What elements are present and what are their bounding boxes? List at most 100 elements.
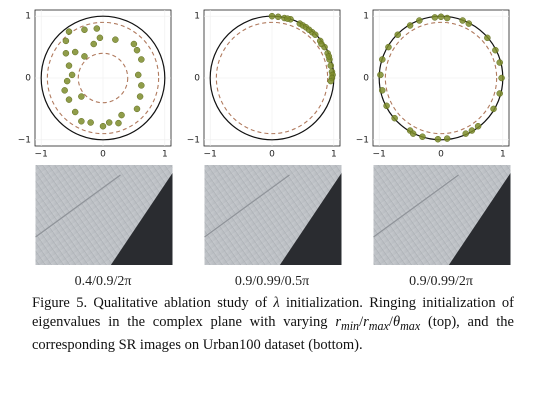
figure: −1 0 1 1 0 −1 0.4/0.9/2π −1 0 1 1 0 −1 0.9/0.99/0.5π −…	[18, 9, 511, 289]
point	[312, 31, 319, 38]
x-tick-label: 1	[162, 150, 168, 160]
point	[379, 87, 386, 94]
point	[465, 20, 473, 27]
point	[377, 71, 384, 79]
point	[325, 53, 333, 60]
x-tick-label: 1	[500, 150, 506, 160]
y-tick-label: 1	[194, 12, 200, 22]
point	[62, 37, 70, 45]
y-tick-label: 1	[25, 12, 31, 22]
point	[71, 48, 79, 56]
panel-label: 0.4/0.9/2π	[75, 274, 132, 289]
ring	[384, 21, 498, 135]
point	[385, 43, 392, 51]
sr-image-shadow	[448, 173, 511, 265]
y-tick-label: −1	[187, 135, 200, 145]
sr-image-edge	[373, 174, 459, 238]
point	[105, 119, 113, 126]
point	[434, 135, 442, 143]
point	[99, 122, 107, 130]
point	[490, 105, 497, 113]
point	[133, 46, 141, 54]
unit-circle	[40, 15, 166, 141]
y-tick-label: −1	[356, 135, 369, 145]
panel-label: 0.9/0.99/0.5π	[235, 274, 309, 289]
point	[406, 22, 414, 29]
point	[459, 17, 466, 24]
point	[409, 130, 417, 137]
point	[81, 53, 88, 60]
point	[65, 28, 73, 35]
panel-label: 0.9/0.99/2π	[409, 274, 473, 289]
point	[138, 82, 145, 89]
y-tick-label: 0	[363, 74, 369, 84]
point	[63, 77, 71, 85]
point	[112, 36, 119, 43]
point	[130, 40, 138, 48]
sr-image-edge	[204, 174, 290, 238]
point	[462, 130, 469, 137]
point	[136, 93, 144, 100]
point	[492, 46, 499, 54]
point	[81, 26, 88, 34]
point	[394, 31, 401, 38]
y-tick-label: 0	[194, 74, 200, 84]
point	[90, 40, 97, 48]
point	[327, 62, 334, 69]
sr-image-edge	[35, 174, 121, 238]
point	[443, 14, 451, 22]
point	[71, 108, 79, 116]
point	[468, 127, 476, 134]
sr-image-shadow	[110, 173, 173, 265]
point	[87, 119, 94, 126]
sr-image-shadow	[279, 173, 342, 265]
point	[419, 133, 426, 140]
point	[115, 119, 122, 127]
point	[134, 71, 142, 79]
point	[431, 14, 439, 21]
point	[78, 118, 85, 125]
point	[138, 56, 145, 63]
point	[383, 102, 390, 110]
point	[327, 77, 334, 85]
point	[78, 93, 85, 100]
caption: Figure 5. Qualitative ablation study of …	[32, 295, 514, 353]
ring	[215, 21, 329, 135]
point	[93, 25, 101, 32]
point	[62, 50, 70, 57]
x-tick-label: 1	[331, 150, 337, 160]
point	[474, 122, 482, 130]
point	[118, 111, 125, 119]
ring	[77, 52, 129, 104]
point	[318, 40, 325, 48]
point	[416, 17, 423, 24]
ring	[46, 21, 160, 135]
x-tick-label: −1	[204, 150, 217, 160]
point	[305, 26, 313, 34]
point	[65, 96, 73, 103]
point	[284, 15, 291, 22]
point	[391, 114, 398, 122]
point	[498, 74, 505, 82]
point	[268, 12, 276, 20]
y-tick-label: −1	[18, 135, 31, 145]
point	[61, 87, 68, 94]
x-tick-label: −1	[373, 150, 386, 160]
y-tick-label: 1	[363, 12, 369, 22]
point	[496, 59, 503, 66]
point	[443, 135, 451, 142]
point	[96, 34, 104, 42]
point	[133, 105, 141, 113]
x-tick-label: 0	[438, 150, 444, 160]
point	[274, 13, 282, 21]
point	[484, 34, 491, 42]
point	[437, 13, 445, 21]
x-tick-label: −1	[35, 150, 48, 160]
point	[68, 71, 76, 79]
point	[379, 56, 386, 63]
point	[65, 62, 73, 69]
x-tick-label: 0	[100, 150, 106, 160]
point	[496, 90, 503, 97]
x-tick-label: 0	[269, 150, 275, 160]
